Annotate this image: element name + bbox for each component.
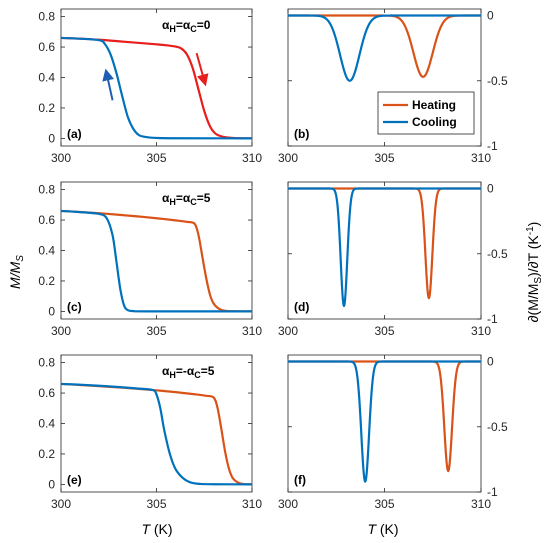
y-tick-label: 0	[48, 131, 55, 145]
y-tick-label: 0.6	[38, 386, 55, 400]
plot-frame	[60, 354, 253, 493]
alpha-annotation: αH=αC=0	[162, 18, 211, 34]
y-tick-label: -0.5	[487, 247, 508, 261]
x-tick-label: 300	[278, 324, 298, 338]
series-cooling	[287, 187, 482, 308]
panel-label: (a)	[67, 127, 82, 141]
panel-e: 300 305 310 0 0.2 0.4 0.6 0.8 (e) αH=-αC=5	[38, 354, 262, 511]
series-cooling	[287, 360, 482, 483]
alpha-annotation: αH=-αC=5	[162, 364, 215, 380]
legend: Heating Cooling	[377, 91, 475, 135]
panel-label: (e)	[67, 473, 82, 487]
series-cooling	[60, 382, 253, 486]
y-tick-label: 0.2	[38, 274, 55, 288]
y-tick-label: 0.6	[38, 213, 55, 227]
legend-box	[377, 91, 475, 135]
x-tick-label: 300	[51, 151, 71, 165]
y-tick-label: 0	[487, 9, 494, 23]
y-tick-label: 0.8	[38, 183, 55, 197]
y-tick-label: 0.4	[38, 244, 55, 258]
y-tick-label: 0	[48, 477, 55, 491]
x-tick-label: 305	[146, 497, 166, 511]
plot-frame	[287, 181, 482, 320]
x-axis-title-right: T (K)	[367, 521, 398, 537]
y-tick-label: 0.4	[38, 417, 55, 431]
panel-label: (f)	[294, 473, 306, 487]
series-cooling	[60, 209, 253, 313]
y-tick-label: -1	[487, 312, 498, 326]
y-tick-label: 0.8	[38, 10, 55, 24]
y-axis-title-right: ∂(M/MS)/∂T (K-1)	[525, 222, 544, 323]
series-heating	[60, 36, 253, 140]
y-tick-label: -0.5	[487, 420, 508, 434]
y-tick-label: 0.6	[38, 40, 55, 54]
y-axis-title-left: M/MS	[7, 255, 26, 289]
plot-frame	[60, 181, 253, 320]
panel-label: (c)	[67, 300, 82, 314]
y-tick-label: -1	[487, 485, 498, 499]
y-tick-label: 0	[487, 182, 494, 196]
x-tick-label: 310	[471, 151, 491, 165]
x-tick-label: 310	[242, 151, 262, 165]
panel-label: (b)	[294, 127, 309, 141]
y-tick-label: 0.2	[38, 447, 55, 461]
x-tick-label: 305	[146, 151, 166, 165]
x-tick-label: 310	[242, 324, 262, 338]
x-axis-title-left: T (K)	[141, 521, 172, 537]
x-tick-label: 305	[374, 324, 394, 338]
y-tick-label: 0	[487, 355, 494, 369]
y-tick-label: 0.4	[38, 71, 55, 85]
heating-arrow	[195, 52, 209, 87]
y-tick-label: 0.2	[38, 101, 55, 115]
x-tick-label: 310	[471, 497, 491, 511]
x-tick-label: 305	[146, 324, 166, 338]
y-tick-label: -0.5	[487, 74, 508, 88]
x-tick-label: 310	[471, 324, 491, 338]
panel-label: (d)	[294, 300, 309, 314]
x-tick-label: 300	[278, 151, 298, 165]
legend-label-cooling: Cooling	[412, 115, 457, 129]
x-tick-label: 305	[374, 497, 394, 511]
panel-d: 300 305 310 0 -0.5 -1 (d)	[278, 182, 508, 338]
y-tick-label: 0	[48, 304, 55, 318]
plot-frame	[60, 8, 253, 147]
alpha-annotation: αH=αC=5	[162, 191, 211, 207]
panel-f: 300 305 310 0 -0.5 -1 (f)	[278, 355, 508, 511]
x-tick-label: 310	[242, 497, 262, 511]
legend-label-heating: Heating	[412, 98, 456, 112]
x-tick-label: 300	[51, 497, 71, 511]
panel-c: 300 305 310 0 0.2 0.4 0.6 0.8 (c) αH=αC=5	[38, 181, 262, 338]
x-tick-label: 300	[278, 497, 298, 511]
cooling-arrow	[102, 68, 114, 101]
panel-b: 300 305 310 0 -0.5 -1 (b) Heating Cooling	[278, 9, 508, 165]
series-cooling	[287, 14, 482, 82]
x-tick-label: 300	[51, 324, 71, 338]
panel-a: 300 305 310 0 0.2 0.4 0.6 0.8 (a) αH=αC=0	[38, 8, 262, 165]
x-tick-label: 305	[374, 151, 394, 165]
series-heating	[60, 209, 253, 313]
y-tick-label: -1	[487, 139, 498, 153]
y-tick-label: 0.8	[38, 356, 55, 370]
series-cooling	[60, 36, 253, 140]
